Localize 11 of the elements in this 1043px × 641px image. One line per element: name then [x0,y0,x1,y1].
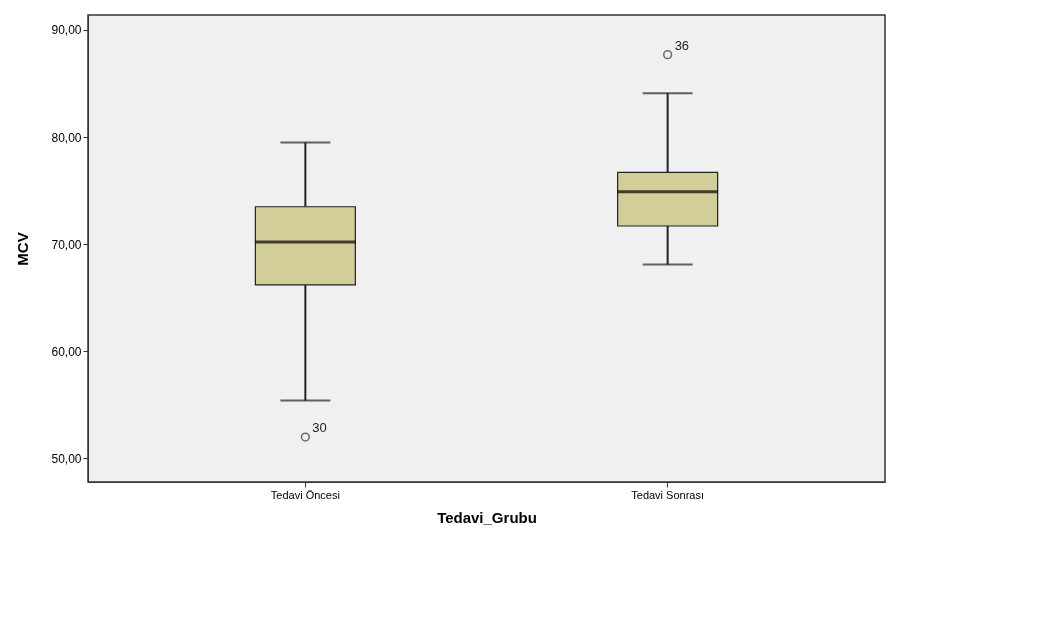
y-tick-label: 90,00 [51,23,82,38]
y-tick-label: 70,00 [51,237,82,252]
annotation: 36 [674,37,690,53]
x-axis-title: Tedavi_Grubu [437,508,537,526]
x-tick-label: Tedavi Sonrası [631,488,705,501]
y-tick-label: 80,00 [51,130,82,145]
y-tick-label: 60,00 [51,344,82,359]
x-tick-label: Tedavi Öncesi [270,488,340,501]
annotation: 30 [312,420,327,436]
y-axis-title: MCV [14,232,32,266]
y-tick-label: 50,00 [51,451,82,466]
